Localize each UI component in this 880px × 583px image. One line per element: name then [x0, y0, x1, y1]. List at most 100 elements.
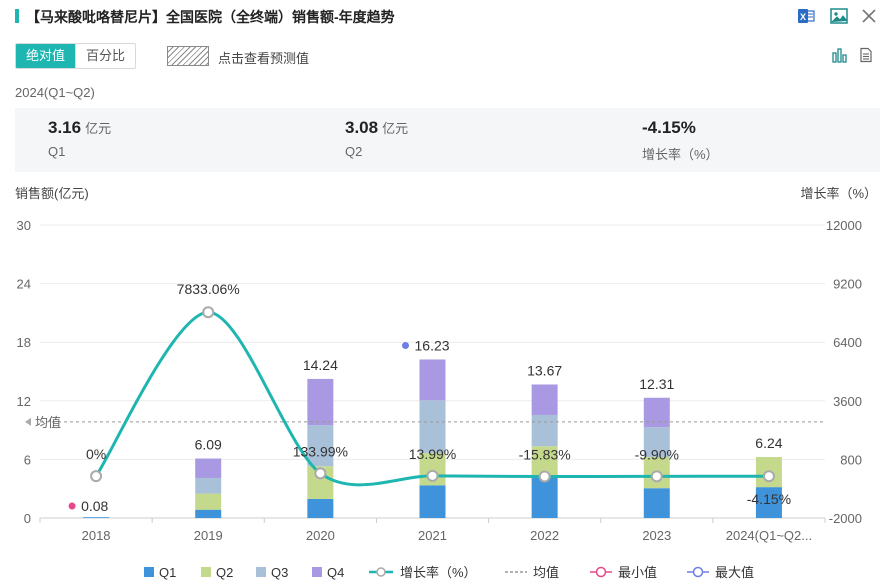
- x-tick-label: 2019: [194, 528, 223, 543]
- toggle-percent-button[interactable]: 百分比: [75, 44, 136, 68]
- legend-swatch[interactable]: [312, 567, 322, 577]
- stat-value: 3.08: [345, 118, 379, 137]
- period-label: 2024(Q1~Q2): [15, 85, 95, 100]
- bar-q4[interactable]: [195, 458, 222, 478]
- bar-total-label: 6.24: [755, 435, 782, 451]
- title-accent-bar: [15, 9, 19, 23]
- legend-label: Q2: [216, 565, 233, 580]
- growth-rate-label: -9.90%: [635, 446, 679, 462]
- bar-q3[interactable]: [195, 477, 222, 494]
- bar-q1[interactable]: [195, 509, 222, 518]
- legend-label: 最小值: [618, 565, 657, 580]
- bar-q1[interactable]: [307, 498, 334, 518]
- bar-q4[interactable]: [307, 378, 334, 426]
- average-label: 均值: [35, 415, 61, 430]
- stat-q1: 3.16 亿元 Q1: [48, 118, 111, 159]
- legend-label: Q1: [159, 565, 176, 580]
- legend-swatch-point[interactable]: [376, 567, 386, 577]
- y2-tick-label: 12000: [826, 218, 862, 233]
- bar-q3[interactable]: [419, 400, 446, 454]
- legend-label: Q4: [327, 565, 344, 580]
- x-tick-label: 2022: [530, 528, 559, 543]
- growth-rate-label: 133.99%: [293, 443, 348, 459]
- growth-rate-label: -4.15%: [747, 491, 791, 507]
- bar-q4[interactable]: [419, 359, 446, 401]
- table-view-icon[interactable]: [858, 47, 874, 63]
- growth-rate-point[interactable]: [202, 306, 215, 319]
- bar-total-label: 6.09: [195, 437, 222, 453]
- growth-rate-label: 13.99%: [409, 446, 456, 462]
- y-tick-label: 12: [17, 394, 31, 409]
- forecast-toggle-label[interactable]: 点击查看预测值: [218, 51, 310, 66]
- x-tick-label: 2024(Q1~Q2...: [726, 528, 812, 543]
- bar-q3[interactable]: [531, 414, 558, 447]
- export-image-icon[interactable]: [829, 6, 849, 26]
- y2-tick-label: -2000: [829, 511, 862, 526]
- y-tick-label: 0: [24, 511, 31, 526]
- bar-q1[interactable]: [755, 487, 782, 518]
- growth-rate-point[interactable]: [762, 470, 775, 483]
- bar-total-label: 14.24: [303, 357, 338, 373]
- page-title: 【马来酸吡咯替尼片】全国医院（全终端）销售额-年度趋势: [26, 9, 395, 25]
- y-tick-label: 30: [17, 218, 31, 233]
- growth-rate-point[interactable]: [90, 470, 103, 483]
- legend-label: 均值: [533, 565, 559, 580]
- average-marker-icon: [25, 417, 31, 426]
- y-tick-label: 18: [17, 335, 31, 350]
- bar-q1[interactable]: [531, 476, 558, 518]
- bar-q2[interactable]: [195, 493, 222, 510]
- bar-q3[interactable]: [307, 425, 334, 467]
- stat-label: 增长率（%）: [642, 147, 719, 162]
- y2-tick-label: 3600: [833, 394, 862, 409]
- bar-q1[interactable]: [643, 488, 670, 518]
- stat-label: Q1: [48, 144, 66, 159]
- y-tick-label: 24: [17, 277, 31, 292]
- export-excel-icon[interactable]: X: [796, 6, 816, 26]
- y2-tick-label: 9200: [833, 277, 862, 292]
- bar-q1[interactable]: [419, 485, 446, 518]
- bar-total-label: 0.08: [81, 498, 108, 514]
- stat-unit: 亿元: [85, 121, 112, 136]
- legend-swatch[interactable]: [256, 567, 266, 577]
- growth-rate-point[interactable]: [314, 467, 327, 480]
- y2-tick-label: 6400: [833, 335, 862, 350]
- y2-axis-title: 增长率（%）: [800, 186, 877, 201]
- stat-label: Q2: [345, 144, 363, 159]
- growth-rate-point[interactable]: [426, 469, 439, 482]
- growth-rate-label: 0%: [86, 446, 106, 462]
- legend-swatch[interactable]: [144, 567, 154, 577]
- bar-chart-view-icon[interactable]: [831, 47, 847, 63]
- summary-panel: 3.16 亿元 Q1 3.08 亿元 Q2 -4.15% 增长率（%）: [15, 108, 880, 172]
- svg-text:X: X: [800, 12, 806, 22]
- max-value-marker: [402, 341, 409, 349]
- bar-total-label: 13.67: [527, 362, 562, 378]
- growth-rate-point[interactable]: [538, 470, 551, 483]
- toggle-absolute-button[interactable]: 绝对值: [16, 44, 76, 68]
- legend-swatch-point[interactable]: [595, 566, 607, 578]
- stat-growth: -4.15% 增长率（%）: [642, 118, 719, 163]
- x-tick-label: 2020: [306, 528, 335, 543]
- stat-value: -4.15%: [642, 118, 696, 137]
- x-tick-label: 2023: [642, 528, 671, 543]
- legend-label: 最大值: [715, 565, 754, 580]
- bar-q3[interactable]: [643, 427, 670, 457]
- legend-label: 增长率（%）: [400, 565, 477, 580]
- x-tick-label: 2018: [82, 528, 111, 543]
- y-tick-label: 6: [24, 452, 31, 467]
- bar-total-label: 16.23: [415, 337, 450, 353]
- close-icon[interactable]: [859, 6, 879, 26]
- forecast-hatch-swatch[interactable]: [167, 46, 209, 66]
- y-axis-title: 销售额(亿元): [15, 186, 89, 201]
- legend-swatch[interactable]: [201, 567, 211, 577]
- title-bar: 【马来酸吡咯替尼片】全国医院（全终端）销售额-年度趋势 X: [0, 0, 880, 32]
- bar-q4[interactable]: [643, 397, 670, 428]
- growth-rate-point[interactable]: [650, 470, 663, 483]
- stat-q2: 3.08 亿元 Q2: [345, 118, 408, 159]
- bar-q1[interactable]: [83, 517, 110, 518]
- growth-rate-label: -15.83%: [519, 446, 571, 462]
- bar-q4[interactable]: [531, 384, 558, 415]
- stat-value: 3.16: [48, 118, 82, 137]
- chart-svg: 销售额(亿元) 增长率（%） 0 6 12 18 24 30 -2000 800 3600 6400 9…: [15, 186, 877, 580]
- x-tick-label: 2021: [418, 528, 447, 543]
- legend-swatch-point[interactable]: [692, 566, 704, 578]
